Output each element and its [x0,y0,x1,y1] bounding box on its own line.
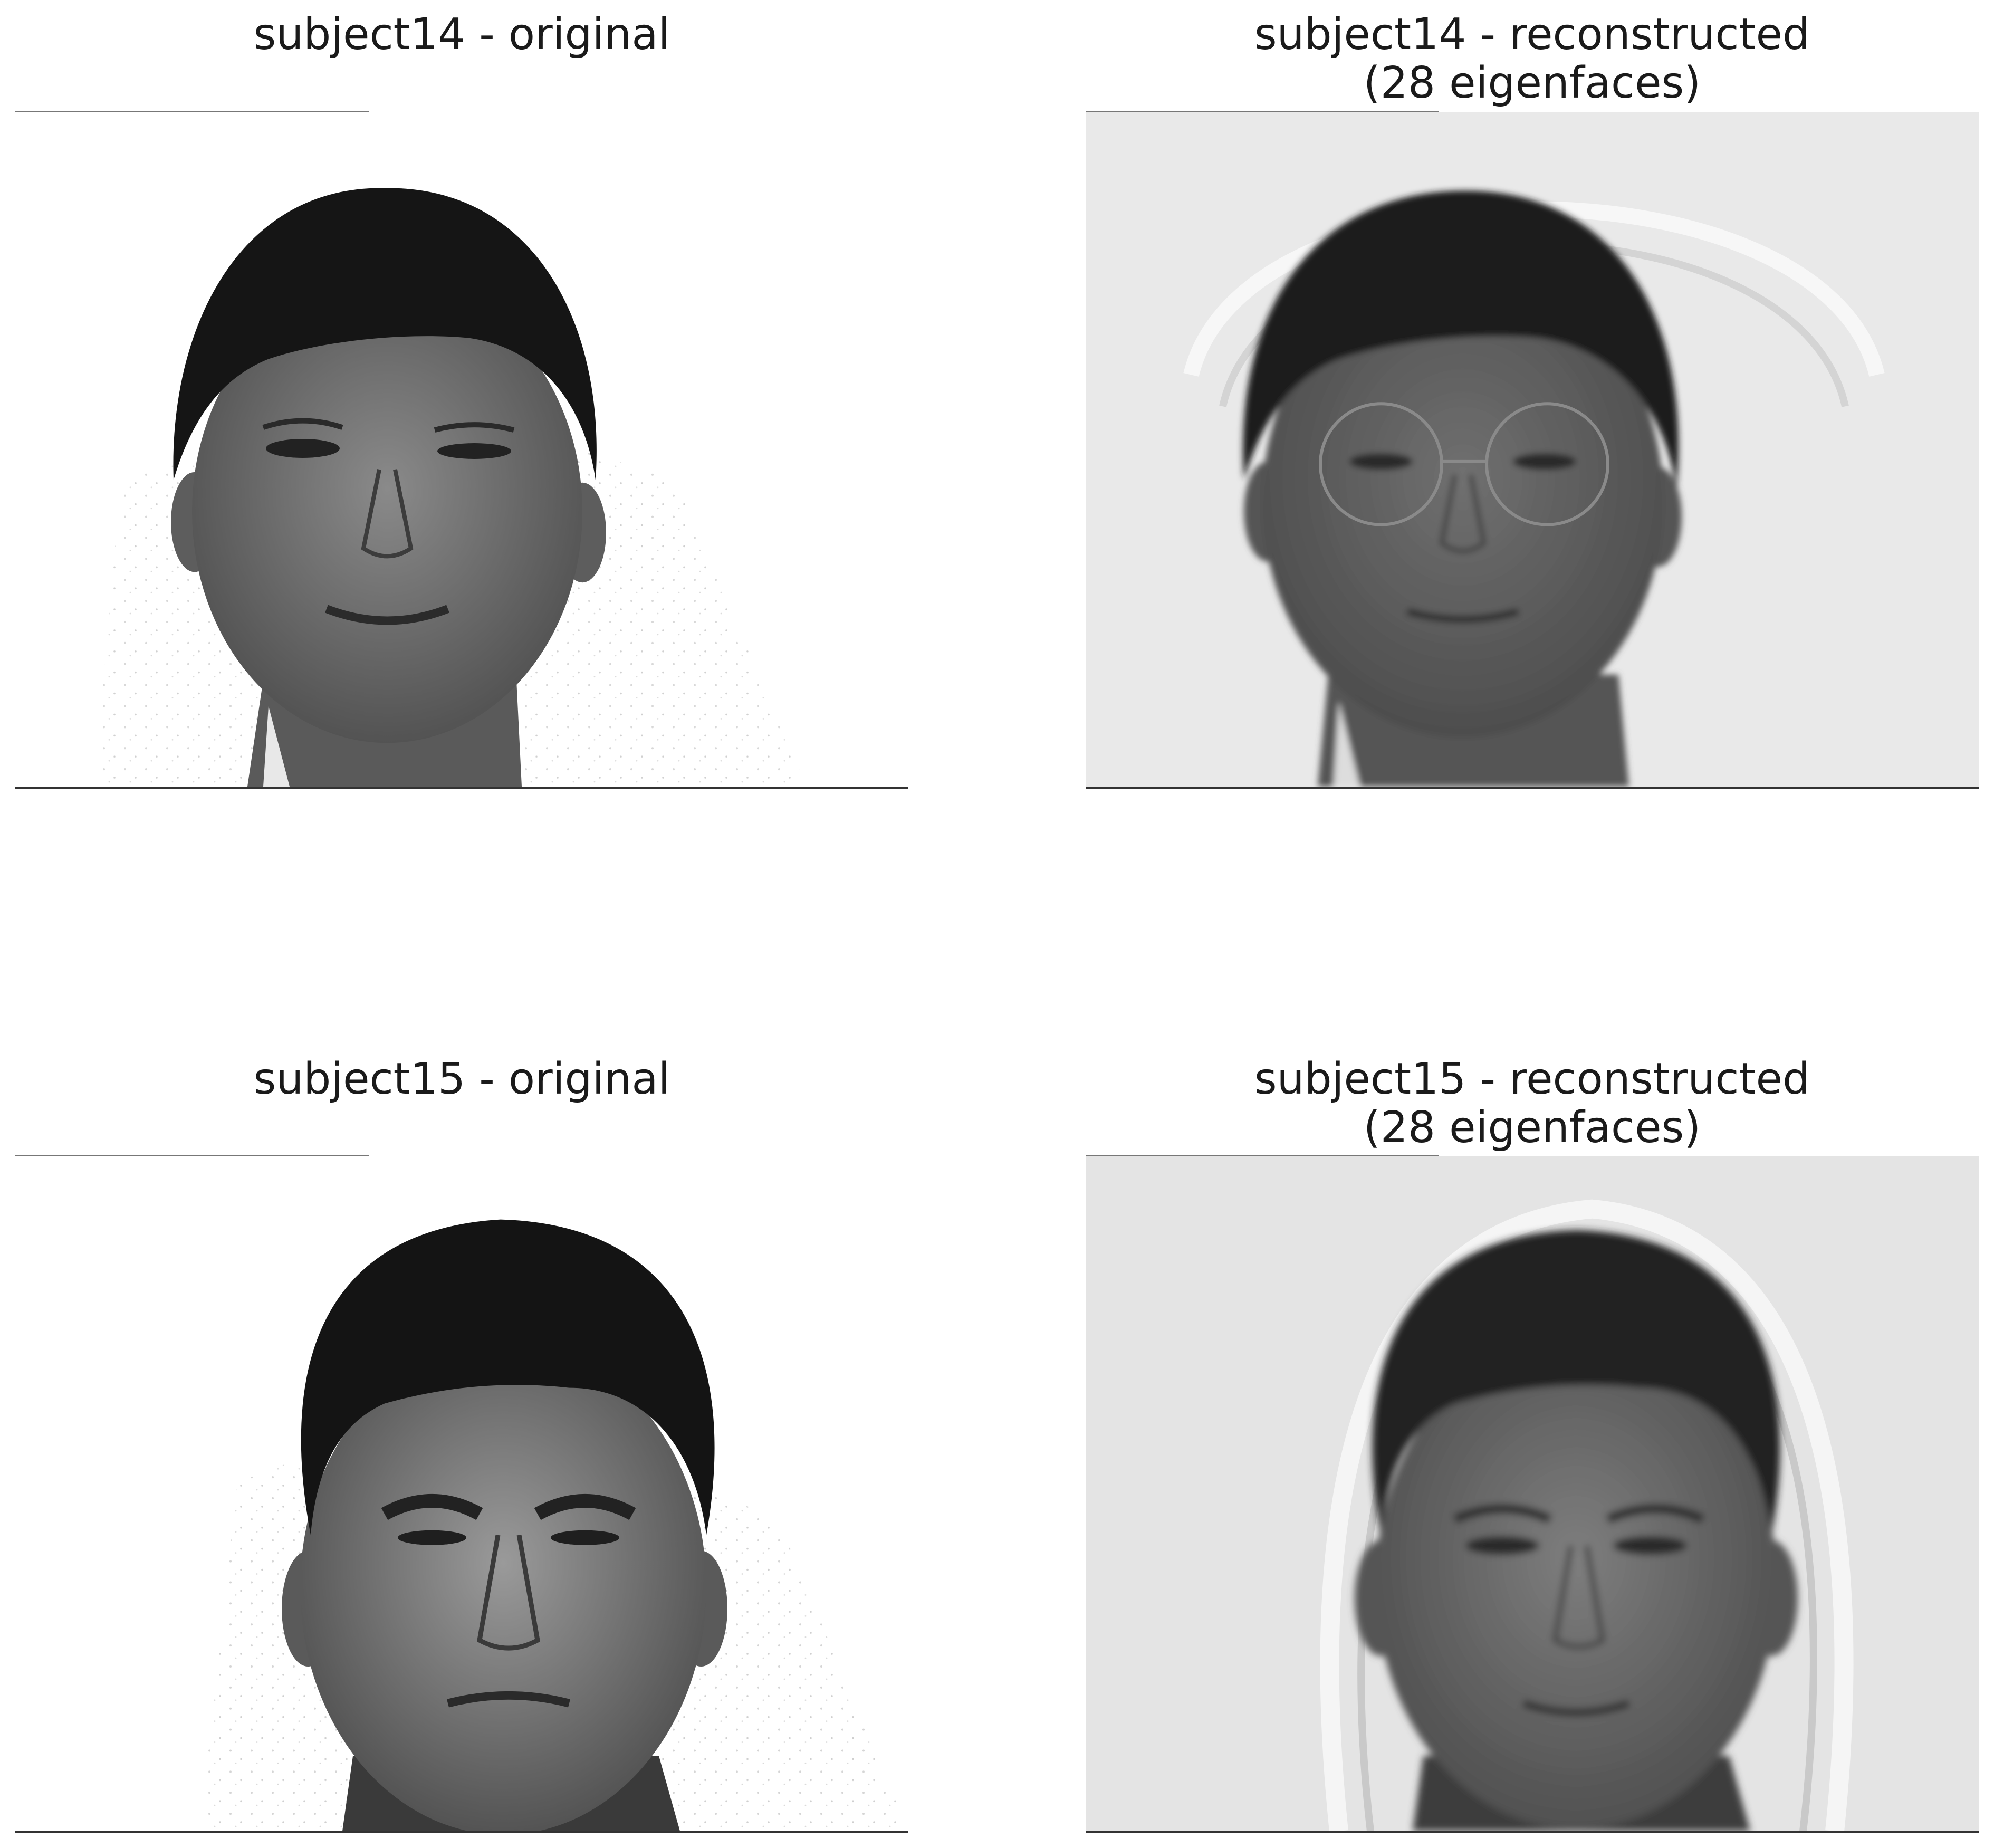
face-photo [15,1156,908,1831]
panel-title: subject14 - original [15,11,908,59]
face-image-subject15-reconstructed [1086,1156,1979,1833]
axis-top-line [1086,111,1439,112]
panel-title: subject15 - reconstructed (28 eigenfaces… [1086,1055,1979,1152]
panel-title-line2: (28 eigenfaces) [1363,58,1701,108]
panel-title: subject15 - original [15,1055,908,1104]
panel-title-line1: subject15 - reconstructed [1254,1054,1810,1104]
face-photo [1086,112,1979,787]
axis-top-line [1086,1155,1439,1157]
face-image-subject14-original [15,112,908,789]
face-photo [1086,1156,1979,1831]
face-photo [15,112,908,787]
panel-title-line2: (28 eigenfaces) [1363,1103,1701,1153]
axis-top-line [15,111,369,112]
face-image-subject14-reconstructed [1086,112,1979,789]
axis-top-line [15,1155,369,1157]
face-image-subject15-original [15,1156,908,1833]
panel-title-line1: subject14 - original [253,9,670,60]
panel-title: subject14 - reconstructed (28 eigenfaces… [1086,11,1979,108]
panel-title-line1: subject14 - reconstructed [1254,9,1810,60]
panel-title-line1: subject15 - original [253,1054,670,1104]
